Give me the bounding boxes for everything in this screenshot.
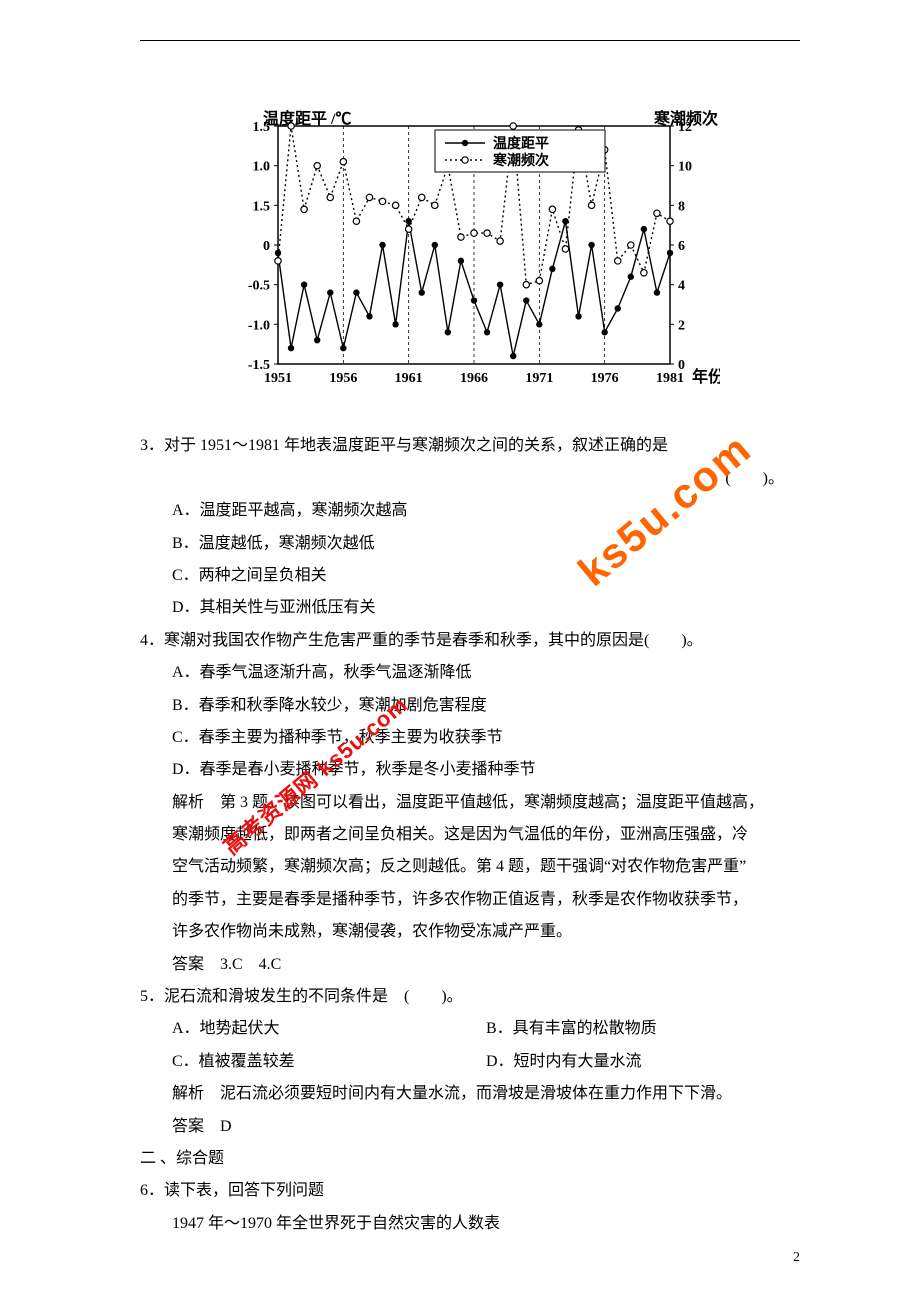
q4-opt-c: C．春季主要为播种季节，秋季主要为收获季节 xyxy=(140,723,800,753)
svg-text:2: 2 xyxy=(678,318,685,333)
svg-text:温度距平 /℃: 温度距平 /℃ xyxy=(262,110,351,128)
svg-text:6: 6 xyxy=(678,239,685,254)
q3-opt-c: C．两种之间呈负相关 xyxy=(140,561,800,591)
section-2-heading: 二 、综合题 xyxy=(140,1144,800,1174)
svg-text:年份: 年份 xyxy=(692,367,720,386)
svg-text:1966: 1966 xyxy=(460,371,488,386)
q3-opt-d: D．其相关性与亚洲低压有关 xyxy=(140,593,800,623)
q3-opt-b: B．温度越低，寒潮频次越低 xyxy=(140,529,800,559)
q5-exp: 解析 泥石流必须要短时间内有大量水流，而滑坡是滑坡体在重力作用下下滑。 xyxy=(140,1079,800,1109)
page-number: 2 xyxy=(793,1245,800,1272)
svg-text:1.5: 1.5 xyxy=(253,199,271,214)
exp34-l5: 许多农作物尚未成熟，寒潮侵袭，农作物受冻减产严重。 xyxy=(140,917,800,947)
q5-opt-c: C．植被覆盖较差 xyxy=(172,1047,486,1077)
q6-stem: 6．读下表，回答下列问题 xyxy=(140,1176,800,1206)
q4-opt-b: B．春季和秋季降水较少，寒潮加剧危害程度 xyxy=(140,691,800,721)
exp34-l2: 寒潮频度越低，即两者之间呈负相关。这是因为气温低的年份，亚洲高压强盛，冷 xyxy=(140,820,800,850)
svg-text:温度距平: 温度距平 xyxy=(493,135,549,152)
q4-stem: 4．寒潮对我国农作物产生危害严重的季节是春季和秋季，其中的原因是( )。 xyxy=(140,626,800,656)
svg-text:-1.5: -1.5 xyxy=(248,358,270,373)
top-rule xyxy=(140,40,800,41)
exp34-l4: 的季节，主要是春季是播种季节，许多农作物正值返青，秋季是农作物收获季节， xyxy=(140,885,800,915)
q5-stem: 5．泥石流和滑坡发生的不同条件是 ( )。 xyxy=(140,982,800,1012)
svg-text:-0.5: -0.5 xyxy=(248,279,270,294)
q5-opt-d: D．短时内有大量水流 xyxy=(486,1047,800,1077)
q4-opt-a: A．春季气温逐渐升高，秋季气温逐渐降低 xyxy=(140,658,800,688)
q3-opt-a: A．温度距平越高，寒潮频次越高 xyxy=(140,496,800,526)
svg-text:1961: 1961 xyxy=(395,371,423,386)
svg-text:1956: 1956 xyxy=(329,371,357,386)
exp34-l3: 空气活动频繁，寒潮频次高；反之则越低。第 4 题，题干强调“对农作物危害严重” xyxy=(140,852,800,882)
svg-text:1971: 1971 xyxy=(525,371,553,386)
q6-sub: 1947 年～1970 年全世界死于自然灾害的人数表 xyxy=(140,1209,800,1239)
q3-tail: ( )。 xyxy=(140,464,800,494)
q3-stem: 3．对于 1951～1981 年地表温度距平与寒潮频次之间的关系，叙述正确的是 xyxy=(140,431,800,461)
svg-text:1951: 1951 xyxy=(264,371,292,386)
svg-text:10: 10 xyxy=(678,160,692,175)
svg-text:寒潮频次: 寒潮频次 xyxy=(653,110,718,128)
svg-text:8: 8 xyxy=(678,199,685,214)
svg-text:0: 0 xyxy=(263,239,270,254)
q5-ans: 答案 D xyxy=(140,1112,800,1142)
svg-text:1981: 1981 xyxy=(656,371,684,386)
exp34-ans: 答案 3.C 4.C xyxy=(140,950,800,980)
q5-opt-b: B．具有丰富的松散物质 xyxy=(486,1014,800,1044)
dual-axis-chart: 1951 1956 1961 1966 1971 1976 1981 -1.5 -1.0 -0.5… xyxy=(220,110,720,400)
exp34-l1: 解析 第 3 题，读图可以看出，温度距平值越低，寒潮频度越高；温度距平值越高， xyxy=(140,788,800,818)
svg-text:寒潮频次: 寒潮频次 xyxy=(493,152,549,169)
chart-container: 1951 1956 1961 1966 1971 1976 1981 -1.5 -1.0 -0.5… xyxy=(220,110,720,411)
svg-text:-1.0: -1.0 xyxy=(248,318,270,333)
q5-row1: A．地势起伏大 B．具有丰富的松散物质 xyxy=(140,1014,800,1044)
q5-row2: C．植被覆盖较差 D．短时内有大量水流 xyxy=(140,1047,800,1077)
svg-text:4: 4 xyxy=(678,279,685,294)
q4-opt-d: D．春季是春小麦播种季节，秋季是冬小麦播种季节 xyxy=(140,755,800,785)
svg-text:1.0: 1.0 xyxy=(253,160,271,175)
svg-text:1976: 1976 xyxy=(591,371,619,386)
q5-opt-a: A．地势起伏大 xyxy=(172,1014,486,1044)
svg-text:0: 0 xyxy=(678,358,685,373)
